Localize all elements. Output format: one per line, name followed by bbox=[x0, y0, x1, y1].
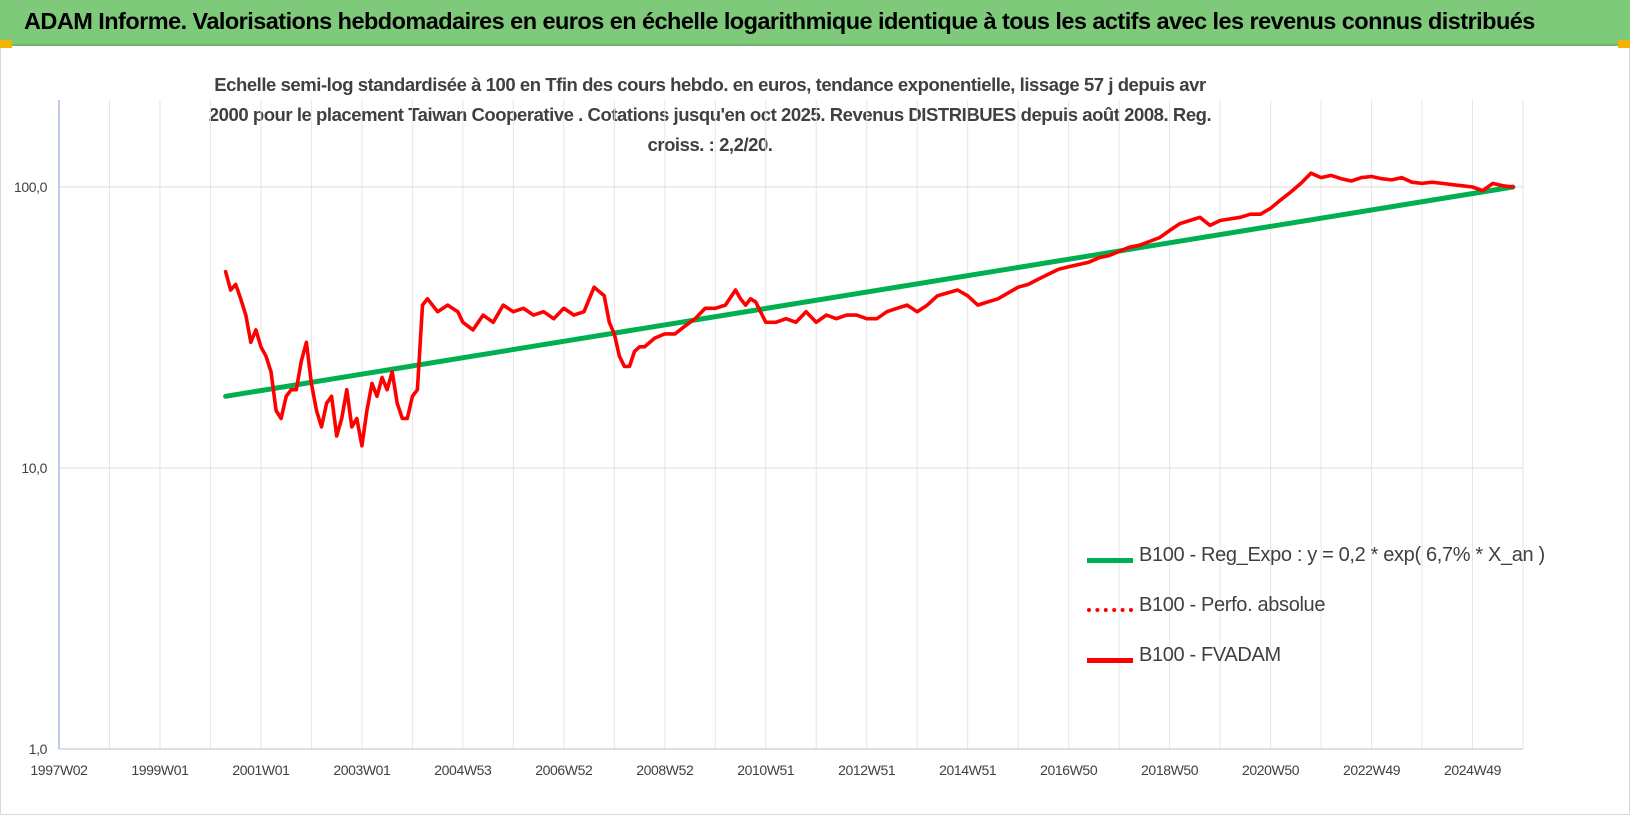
x-tick-label: 1997W02 bbox=[30, 762, 88, 778]
series-layer bbox=[223, 171, 1516, 448]
x-tick-label: 2018W50 bbox=[1141, 762, 1199, 778]
x-tick-label: 2003W01 bbox=[333, 762, 391, 778]
legend-label-trend: B100 - Reg_Expo : y = 0,2 * exp( 6,7% * … bbox=[1139, 544, 1545, 566]
header-banner: ADAM Informe. Valorisations hebdomadaire… bbox=[0, 0, 1630, 46]
legend-swatch-fvadam bbox=[1087, 658, 1133, 663]
series-line-trend bbox=[223, 184, 1516, 399]
y-tick-label: 100,0 bbox=[14, 179, 48, 195]
legend-label-perfo: B100 - Perfo. absolue bbox=[1139, 594, 1326, 616]
y-tick-label: 1,0 bbox=[29, 741, 48, 757]
grid-layer bbox=[58, 100, 1524, 750]
page-title: ADAM Informe. Valorisations hebdomadaire… bbox=[24, 8, 1535, 34]
x-tick-label: 1999W01 bbox=[131, 762, 189, 778]
x-tick-label: 2014W51 bbox=[939, 762, 997, 778]
x-tick-label: 2016W50 bbox=[1040, 762, 1098, 778]
legend-swatch-trend bbox=[1087, 558, 1133, 563]
x-tick-label: 2020W50 bbox=[1242, 762, 1300, 778]
corner-marker-left bbox=[0, 40, 12, 48]
x-tick-label: 2001W01 bbox=[232, 762, 290, 778]
x-tick-label: 2012W51 bbox=[838, 762, 896, 778]
x-tick-label: 2024W49 bbox=[1444, 762, 1502, 778]
y-tick-label: 10,0 bbox=[21, 460, 47, 476]
axis-layer: 1,0 10,0 100,0 1997W02 1999W01 2001W01 2003W01… bbox=[14, 100, 1523, 778]
corner-marker-right bbox=[1618, 40, 1630, 48]
x-tick-label: 2006W52 bbox=[535, 762, 593, 778]
x-tick-label: 2022W49 bbox=[1343, 762, 1401, 778]
legend-swatch-perfo bbox=[1087, 608, 1133, 612]
legend-label-fvadam: B100 - FVADAM bbox=[1139, 644, 1281, 666]
x-tick-label: 2004W53 bbox=[434, 762, 492, 778]
x-tick-label: 2010W51 bbox=[737, 762, 795, 778]
x-tick-label: 2008W52 bbox=[636, 762, 694, 778]
chart-title: Echelle semi-log standardisée à 100 en T… bbox=[208, 74, 1212, 155]
series-line-fvadam bbox=[223, 171, 1515, 448]
